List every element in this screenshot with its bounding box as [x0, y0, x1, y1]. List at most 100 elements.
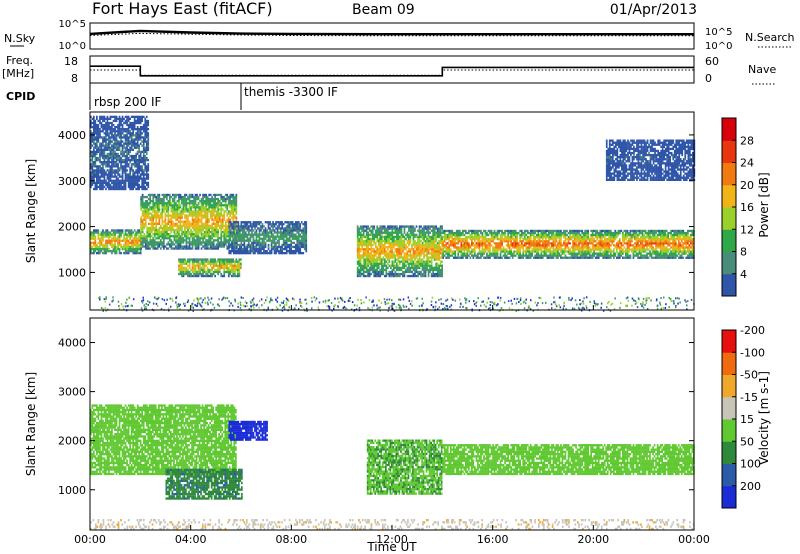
- velocity-colorbar-label: Velocity [m s-1]: [757, 371, 771, 465]
- velocity-data: [90, 404, 695, 531]
- power-feature-1: [90, 229, 142, 255]
- velocity-feature-5: [442, 444, 695, 476]
- velocity-y-label: Slant Range [km]: [24, 372, 38, 476]
- x-tick-label: 00:00: [678, 533, 710, 546]
- colorbar-swatch: [722, 273, 736, 297]
- velocity-panel: 1000 2000 3000 4000 Slant Range [km]: [24, 317, 695, 531]
- freq-series: [90, 65, 694, 77]
- power-feature-3: [178, 258, 242, 278]
- colorbar-swatch: [722, 374, 736, 398]
- colorbar-swatch: [722, 463, 736, 487]
- colorbar-tick-label: 50: [740, 435, 754, 448]
- x-tick-label: 00:00: [74, 533, 106, 546]
- colorbar-tick-label: 20: [740, 179, 754, 192]
- colorbar-tick-label: 15: [740, 413, 754, 426]
- colorbar-tick-label: -50: [740, 369, 758, 382]
- power-feature-7: [90, 115, 150, 191]
- power-feature-2: [140, 193, 238, 250]
- y-tick-label: 1000: [58, 484, 86, 497]
- x-tick-label: 08:00: [275, 533, 307, 546]
- power-feature-6: [442, 229, 695, 259]
- x-tick-label: 16:00: [477, 533, 509, 546]
- y-tick-label: 4000: [58, 337, 86, 350]
- y-tick-label: 3000: [58, 386, 86, 399]
- colorbar-swatch: [722, 184, 736, 208]
- power-data: [90, 115, 696, 312]
- colorbar-tick-label: 8: [740, 246, 747, 259]
- colorbar-tick-label: 100: [740, 458, 761, 471]
- noise-series-search: [89, 32, 694, 37]
- velocity-x-ticks: [89, 525, 695, 530]
- noise-right-label: N.Search: [745, 31, 795, 44]
- freq-right-tick-bottom: 0: [705, 72, 712, 85]
- freq-panel-frame: [89, 55, 695, 84]
- noise-panel-frame: [89, 22, 695, 50]
- colorbar-tick-label: 16: [740, 201, 754, 214]
- colorbar-tick-label: -200: [740, 324, 765, 337]
- freq-left-label-1: Freq.: [6, 54, 33, 67]
- power-feature-8: [605, 139, 696, 181]
- colorbar-swatch: [722, 140, 736, 163]
- velocity-colorbar: 200 100 50 15 -15 -50 -100 -200: [721, 324, 765, 509]
- freq-left-tick-top: 18: [64, 55, 78, 68]
- colorbar-swatch: [722, 251, 736, 275]
- y-tick-label: 3000: [58, 175, 86, 188]
- velocity-feature-3: [228, 420, 268, 441]
- velocity-feature-1: [90, 404, 237, 476]
- colorbar-swatch: [722, 396, 736, 420]
- velocity-feature-4: [366, 439, 443, 495]
- date-label: 01/Apr/2013: [610, 2, 697, 18]
- colorbar-swatch: [722, 441, 736, 464]
- x-tick-label: 12:00: [376, 533, 408, 546]
- x-axis-label: Time UT: [366, 540, 417, 554]
- colorbar-swatch: [722, 118, 736, 141]
- power-panel: 1000 2000 3000 4000 Slant Range [km]: [24, 111, 696, 312]
- y-tick-label: 1000: [58, 266, 86, 279]
- power-colorbar-label: Power [dB]: [757, 172, 771, 237]
- colorbar-tick-label: 200: [740, 480, 761, 493]
- y-tick-label: 2000: [58, 221, 86, 234]
- x-tick-label: 20:00: [577, 533, 609, 546]
- power-colorbar: 4 8 12 16 20 24 28: [721, 117, 754, 297]
- noise-right-tick-bottom: 10^0: [705, 41, 732, 52]
- colorbar-tick-label: 12: [740, 223, 754, 236]
- velocity-feature-2: [165, 468, 243, 500]
- freq-left-label-2: [MHz]: [2, 67, 34, 80]
- x-tick-labels: 00:00 04:00 08:00 12:00 16:00 20:00 00:00: [74, 533, 710, 546]
- freq-lines: [90, 65, 694, 77]
- nave-series: [90, 69, 694, 76]
- colorbar-tick-label: 28: [740, 134, 754, 147]
- velocity-y-ticks: 1000 2000 3000 4000: [58, 337, 694, 497]
- noise-left-tick-bottom: 10^0: [59, 41, 86, 52]
- noise-left-tick-top: 10^5: [59, 19, 86, 30]
- cpid-entry-2: themis -3300 IF: [244, 85, 338, 99]
- power-feature-4: [228, 221, 308, 255]
- freq-right-tick-top: 60: [705, 55, 719, 68]
- colorbar-swatch: [722, 207, 736, 230]
- noise-series-sky: [89, 29, 694, 36]
- freq-left-tick-bottom: 8: [71, 72, 78, 85]
- y-tick-label: 4000: [58, 129, 86, 142]
- colorbar-tick-label: 24: [740, 157, 754, 170]
- cpid-label: CPID: [6, 90, 35, 103]
- noise-left-label: N.Sky: [4, 32, 36, 45]
- cpid-entry-1: rbsp 200 IF: [94, 95, 161, 109]
- power-y-ticks: 1000 2000 3000 4000: [58, 129, 694, 279]
- colorbar-swatch: [722, 162, 736, 186]
- colorbar-swatch: [722, 330, 736, 353]
- noise-right-tick-top: 10^5: [705, 27, 732, 38]
- colorbar-tick-label: -100: [740, 346, 765, 359]
- colorbar-tick-label: -15: [740, 391, 758, 404]
- colorbar-swatch: [722, 352, 736, 375]
- noise-lines: [89, 29, 694, 37]
- colorbar-swatch: [722, 485, 736, 509]
- nave-label: Nave: [748, 63, 776, 76]
- y-tick-label: 2000: [58, 435, 86, 448]
- colorbar-tick-label: 4: [740, 268, 747, 281]
- power-x-ticks: [89, 305, 695, 310]
- power-y-label: Slant Range [km]: [24, 159, 38, 263]
- beam-label: Beam 09: [352, 2, 415, 18]
- power-feature-5: [356, 225, 443, 278]
- colorbar-swatch: [722, 229, 736, 252]
